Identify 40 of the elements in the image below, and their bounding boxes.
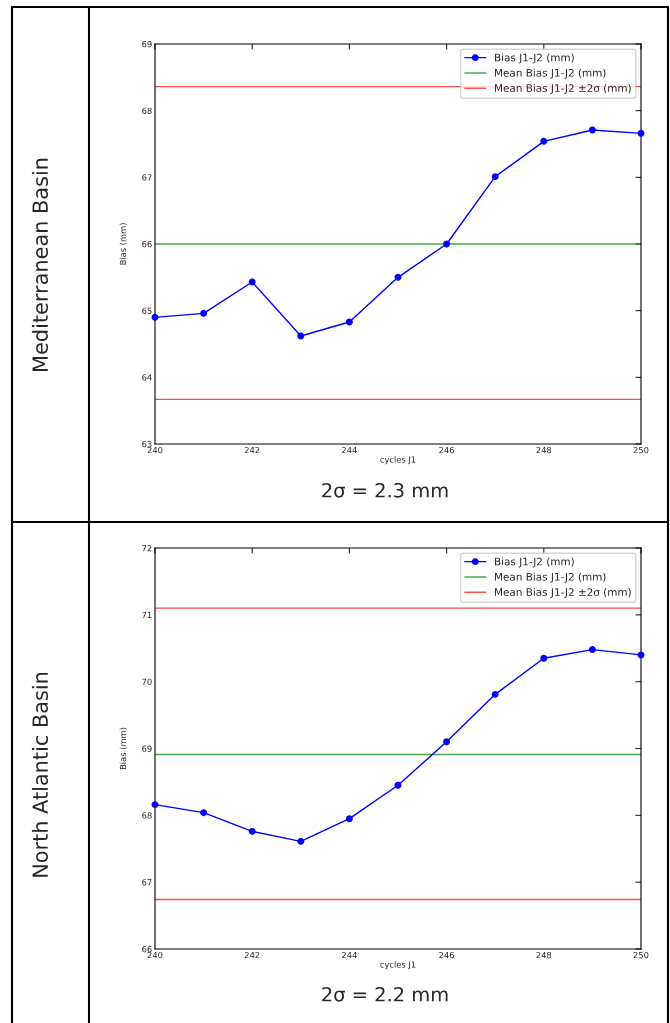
y-tick-label: 69 <box>142 745 152 752</box>
x-tick-label: 246 <box>439 951 455 959</box>
x-tick-label: 250 <box>633 446 649 454</box>
y-axis-title: Bias (mm) <box>119 223 128 265</box>
y-tick-label: 66 <box>142 240 152 248</box>
text: Mediterranean Basin <box>31 158 49 371</box>
text: 2σ = 2.3 mm <box>322 482 448 498</box>
y-tick-label: 70 <box>142 678 152 685</box>
legend-label: Mean Bias J1-J2 (mm) <box>495 68 606 79</box>
y-tick-label: 65 <box>142 307 152 314</box>
y-tick-label: 63 <box>142 440 152 448</box>
y-tick-label: 67 <box>142 174 152 181</box>
x-tick-label: 248 <box>536 446 552 454</box>
y-tick-label: 68 <box>142 812 152 819</box>
x-tick-label: 242 <box>244 446 260 454</box>
y-tick-label: 67 <box>142 879 152 886</box>
x-tick-label: 244 <box>342 951 357 959</box>
x-tick-label: 242 <box>244 951 260 959</box>
x-tick-label: 246 <box>439 446 455 454</box>
text: 2σ = 2.2 mm <box>322 986 448 1002</box>
y-axis-title: Bias (mm) <box>119 727 128 770</box>
x-axis-title: cycles J1 <box>380 456 416 465</box>
x-axis-title: cycles J1 <box>380 961 416 970</box>
y-tick-label: 66 <box>142 945 152 953</box>
legend-label: Bias J1-J2 (mm) <box>495 53 574 64</box>
y-tick-label: 68 <box>142 107 152 114</box>
y-tick-label: 71 <box>142 611 152 618</box>
legend-label: Mean Bias J1-J2 (mm) <box>495 572 606 583</box>
y-tick-label: 69 <box>142 40 152 48</box>
ref-line-label: Mean Bias J1-J2 ±2σ (mm) <box>495 83 631 94</box>
y-tick-label: 72 <box>142 544 152 552</box>
x-tick-label: 240 <box>147 951 163 959</box>
legend-label: Mean Bias J1-J2 ±2σ (mm) <box>495 587 631 598</box>
text: North Atlantic Basin <box>31 672 49 877</box>
legend-label: Bias J1-J2 (mm) <box>495 557 574 568</box>
x-tick-label: 250 <box>633 951 649 959</box>
x-tick-label: 244 <box>342 446 357 454</box>
y-tick-label: 64 <box>142 374 152 381</box>
x-tick-label: 240 <box>147 446 163 454</box>
x-tick-label: 248 <box>536 951 552 959</box>
